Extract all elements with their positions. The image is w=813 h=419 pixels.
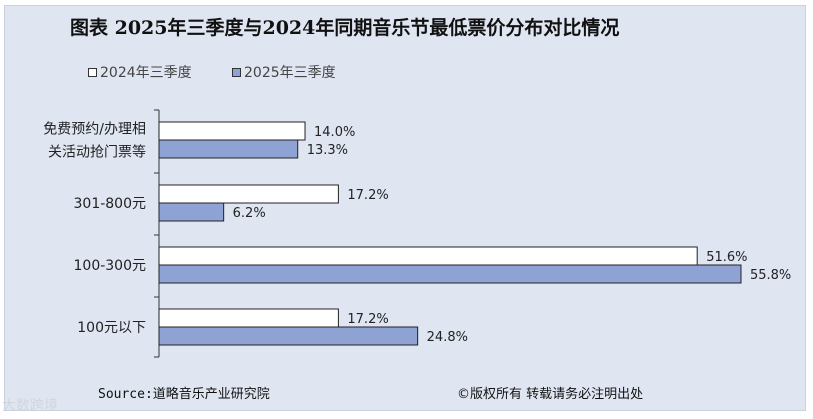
data-label: 17.2% xyxy=(347,188,388,203)
data-label: 51.6% xyxy=(706,250,747,265)
bar-2024 xyxy=(158,246,698,266)
watermark: 大数跨境 xyxy=(2,398,58,414)
bar-2025 xyxy=(158,139,299,159)
legend-item-2025: 2025年三季度 xyxy=(232,64,336,81)
legend-label-2024: 2024年三季度 xyxy=(100,65,192,81)
bar-2025 xyxy=(158,264,742,284)
category-label: 301-800元 xyxy=(74,196,147,212)
source-note: Source:道略音乐产业研究院 xyxy=(98,387,270,402)
legend-swatch-2024 xyxy=(88,67,97,77)
bar-2024 xyxy=(158,308,339,328)
data-label: 6.2% xyxy=(233,206,266,221)
bar-2025 xyxy=(158,202,225,222)
data-label: 55.8% xyxy=(750,268,791,283)
chart-title: 图表 2025年三季度与2024年同期音乐节最低票价分布对比情况 xyxy=(70,17,620,39)
copyright-note: ©版权所有 转载请务必注明出处 xyxy=(457,387,644,402)
category-label: 100元以下 xyxy=(77,320,146,336)
legend-swatch-2025 xyxy=(232,67,241,77)
data-label: 14.0% xyxy=(314,125,355,140)
data-label: 17.2% xyxy=(347,312,388,327)
data-label: 24.8% xyxy=(427,330,468,345)
category-label: 100-300元 xyxy=(74,258,147,274)
bar-2025 xyxy=(158,326,419,346)
category-label: 免费预约/办理相 xyxy=(43,122,146,138)
data-label: 13.3% xyxy=(307,143,348,158)
legend-label-2025: 2025年三季度 xyxy=(244,65,336,81)
bar-2024 xyxy=(158,184,339,204)
category-label: 关活动抢门票等 xyxy=(48,144,146,161)
bar-2024 xyxy=(158,121,306,141)
legend-item-2024: 2024年三季度 xyxy=(88,64,192,81)
